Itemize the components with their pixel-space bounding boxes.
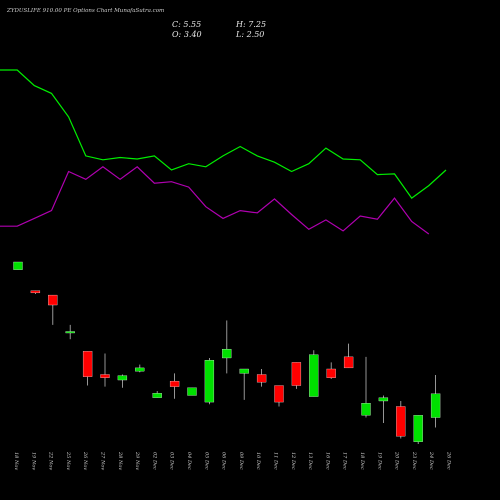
x-tick-label-3: 25 Nov bbox=[65, 451, 71, 470]
low-readout: L: 2.50 bbox=[236, 30, 264, 39]
candle-body-1 bbox=[30, 290, 41, 294]
x-tick-label-10: 04 Dec bbox=[186, 452, 192, 470]
x-tick-label-15: 11 Dec bbox=[273, 452, 279, 470]
candle-body-2 bbox=[48, 294, 58, 306]
low-label: L: bbox=[236, 30, 245, 39]
candles-layer bbox=[13, 261, 441, 444]
candle-body-5 bbox=[100, 374, 110, 378]
candle-body-24 bbox=[430, 393, 441, 418]
high-label: H: bbox=[236, 20, 246, 29]
candle-body-13 bbox=[239, 368, 249, 374]
x-tick-label-5: 27 Nov bbox=[100, 451, 106, 470]
candle-body-10 bbox=[187, 387, 197, 396]
x-tick-label-17: 13 Dec bbox=[307, 452, 313, 470]
x-tick-label-22: 20 Dec bbox=[394, 451, 400, 470]
candle-body-18 bbox=[326, 368, 336, 378]
candle-body-7 bbox=[135, 367, 145, 372]
candle-body-4 bbox=[82, 351, 93, 377]
x-tick-label-21: 19 Dec bbox=[376, 452, 382, 470]
x-tick-label-19: 17 Dec bbox=[342, 452, 348, 470]
x-tick-label-8: 02 Dec bbox=[151, 452, 157, 470]
x-tick-label-16: 12 Dec bbox=[290, 452, 296, 470]
x-tick-label-4: 26 Nov bbox=[82, 451, 88, 470]
candle-body-21 bbox=[378, 397, 389, 402]
open-value: 3.40 bbox=[183, 30, 202, 39]
candle-body-19 bbox=[343, 356, 354, 369]
x-tick-label-13: 09 Dec bbox=[238, 452, 244, 470]
x-axis-labels: 18 Nov 19 Nov 22 Nov 25 Nov 26 Nov 27 Nov 28 N… bbox=[13, 451, 452, 470]
candle-body-17 bbox=[309, 354, 319, 397]
close-value: 5.55 bbox=[183, 20, 202, 29]
candle-body-23 bbox=[413, 415, 423, 442]
high-readout: H: 7.25 bbox=[236, 20, 266, 29]
x-tick-label-20: 18 Dec bbox=[359, 452, 365, 470]
x-tick-label-25: 26 Dec bbox=[446, 451, 452, 470]
x-tick-label-9: 03 Dec bbox=[169, 452, 175, 470]
candle-body-9 bbox=[169, 380, 180, 387]
candle-body-15 bbox=[274, 385, 284, 403]
candle-body-14 bbox=[256, 374, 267, 383]
close-readout: C: 5.55 bbox=[172, 20, 201, 29]
candle-body-22 bbox=[396, 406, 406, 437]
indicator-bands bbox=[0, 69, 447, 235]
x-tick-label-24: 24 Dec bbox=[428, 451, 434, 470]
upper-band-line bbox=[0, 69, 447, 199]
x-tick-label-23: 23 Dec bbox=[411, 451, 417, 470]
x-tick-label-18: 16 Dec bbox=[324, 452, 330, 470]
candle-body-0 bbox=[13, 261, 23, 270]
x-tick-label-7: 29 Nov bbox=[134, 451, 140, 470]
chart-title: ZYDUSLIFE 910.00 PE Options Chart Munafa… bbox=[7, 8, 165, 14]
candle-body-20 bbox=[361, 403, 371, 416]
low-value: 2.50 bbox=[246, 30, 265, 39]
open-label: O: bbox=[172, 30, 182, 39]
high-value: 7.25 bbox=[248, 20, 267, 29]
candle-body-12 bbox=[222, 348, 232, 359]
x-tick-label-6: 28 Nov bbox=[117, 451, 123, 470]
close-label: C: bbox=[172, 20, 181, 29]
x-tick-label-11: 05 Dec bbox=[203, 452, 209, 470]
x-tick-label-1: 19 Nov bbox=[30, 452, 36, 470]
x-tick-label-0: 18 Nov bbox=[13, 452, 19, 470]
candle-body-6 bbox=[117, 375, 128, 381]
x-tick-label-12: 06 Dec bbox=[221, 452, 227, 470]
open-readout: O: 3.40 bbox=[172, 30, 202, 39]
x-tick-label-2: 22 Nov bbox=[48, 451, 54, 470]
candle-body-16 bbox=[291, 362, 302, 386]
candle-body-3 bbox=[65, 331, 75, 334]
candle-body-11 bbox=[204, 360, 215, 403]
x-tick-label-14: 10 Dec bbox=[255, 452, 261, 470]
candle-body-8 bbox=[152, 393, 162, 398]
lower-band-line bbox=[0, 166, 430, 235]
